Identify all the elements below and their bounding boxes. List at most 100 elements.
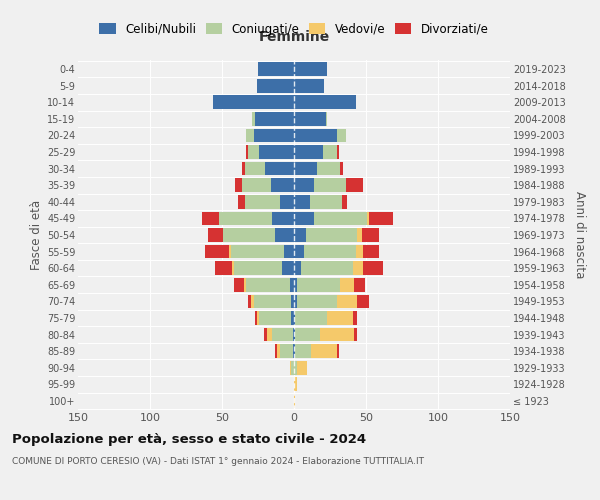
Bar (294, 294, 297, 308)
Bar (294, 394, 295, 407)
Bar (290, 278, 294, 291)
Bar (265, 162, 294, 175)
Bar (310, 195, 341, 208)
Bar (317, 162, 340, 175)
Bar (363, 245, 379, 258)
Bar (271, 178, 294, 192)
Bar (205, 245, 229, 258)
Bar (275, 228, 294, 242)
Bar (247, 128, 254, 142)
Bar (294, 278, 297, 291)
Y-axis label: Anni di nascita: Anni di nascita (572, 192, 586, 278)
Bar (294, 162, 317, 175)
Bar (295, 328, 320, 342)
Bar (238, 195, 245, 208)
Bar (223, 228, 275, 242)
Bar (254, 128, 294, 142)
Bar (247, 146, 248, 159)
Bar (294, 79, 324, 92)
Bar (353, 311, 358, 324)
Bar (304, 245, 356, 258)
Bar (255, 311, 257, 324)
Bar (337, 294, 358, 308)
Bar (294, 212, 314, 225)
Bar (219, 212, 272, 225)
Bar (291, 311, 294, 324)
Bar (297, 278, 340, 291)
Bar (362, 228, 379, 242)
Bar (291, 294, 294, 308)
Bar (358, 294, 369, 308)
Bar (291, 361, 294, 374)
Bar (248, 146, 259, 159)
Bar (255, 112, 294, 126)
Bar (259, 311, 291, 324)
Bar (337, 146, 338, 159)
Bar (294, 361, 297, 374)
Bar (272, 328, 293, 342)
Bar (294, 344, 295, 358)
Bar (294, 62, 327, 76)
Bar (233, 262, 283, 275)
Bar (314, 178, 346, 192)
Bar (320, 328, 355, 342)
Bar (293, 328, 294, 342)
Bar (280, 344, 293, 358)
Bar (280, 195, 294, 208)
Text: Popolazione per età, sesso e stato civile - 2024: Popolazione per età, sesso e stato civil… (12, 432, 366, 446)
Bar (290, 361, 291, 374)
Bar (346, 178, 363, 192)
Bar (297, 294, 337, 308)
Bar (367, 212, 369, 225)
Bar (294, 112, 326, 126)
Bar (337, 128, 346, 142)
Bar (272, 212, 294, 225)
Bar (305, 228, 358, 242)
Bar (314, 212, 367, 225)
Bar (266, 328, 272, 342)
Bar (294, 128, 337, 142)
Bar (245, 195, 280, 208)
Bar (294, 146, 323, 159)
Bar (323, 146, 337, 159)
Y-axis label: Fasce di età: Fasce di età (29, 200, 43, 270)
Bar (248, 294, 251, 308)
Bar (215, 262, 232, 275)
Bar (257, 311, 259, 324)
Bar (295, 311, 327, 324)
Bar (294, 262, 301, 275)
Bar (355, 328, 358, 342)
Bar (363, 262, 383, 275)
Bar (294, 178, 314, 192)
Bar (294, 328, 295, 342)
Bar (257, 79, 294, 92)
Bar (230, 245, 284, 258)
Bar (297, 361, 307, 374)
Bar (259, 146, 294, 159)
Bar (235, 178, 242, 192)
Bar (355, 278, 365, 291)
Bar (337, 344, 338, 358)
Bar (341, 195, 347, 208)
Bar (311, 344, 337, 358)
Text: COMUNE DI PORTO CERESIO (VA) - Dati ISTAT 1° gennaio 2024 - Elaborazione TUTTITA: COMUNE DI PORTO CERESIO (VA) - Dati ISTA… (12, 457, 424, 466)
Bar (283, 262, 294, 275)
Bar (340, 162, 343, 175)
Bar (214, 96, 294, 109)
Bar (247, 278, 290, 291)
Bar (353, 262, 363, 275)
Bar (275, 344, 277, 358)
Bar (294, 378, 297, 391)
Bar (208, 228, 223, 242)
Bar (264, 328, 266, 342)
Bar (244, 278, 247, 291)
Bar (369, 212, 394, 225)
Bar (293, 344, 294, 358)
Bar (252, 112, 255, 126)
Bar (232, 262, 233, 275)
Bar (294, 228, 305, 242)
Bar (251, 294, 254, 308)
Legend: Celibi/Nubili, Coniugati/e, Vedovi/e, Divorziati/e: Celibi/Nubili, Coniugati/e, Vedovi/e, Di… (97, 20, 491, 38)
Bar (294, 311, 295, 324)
Bar (202, 212, 219, 225)
